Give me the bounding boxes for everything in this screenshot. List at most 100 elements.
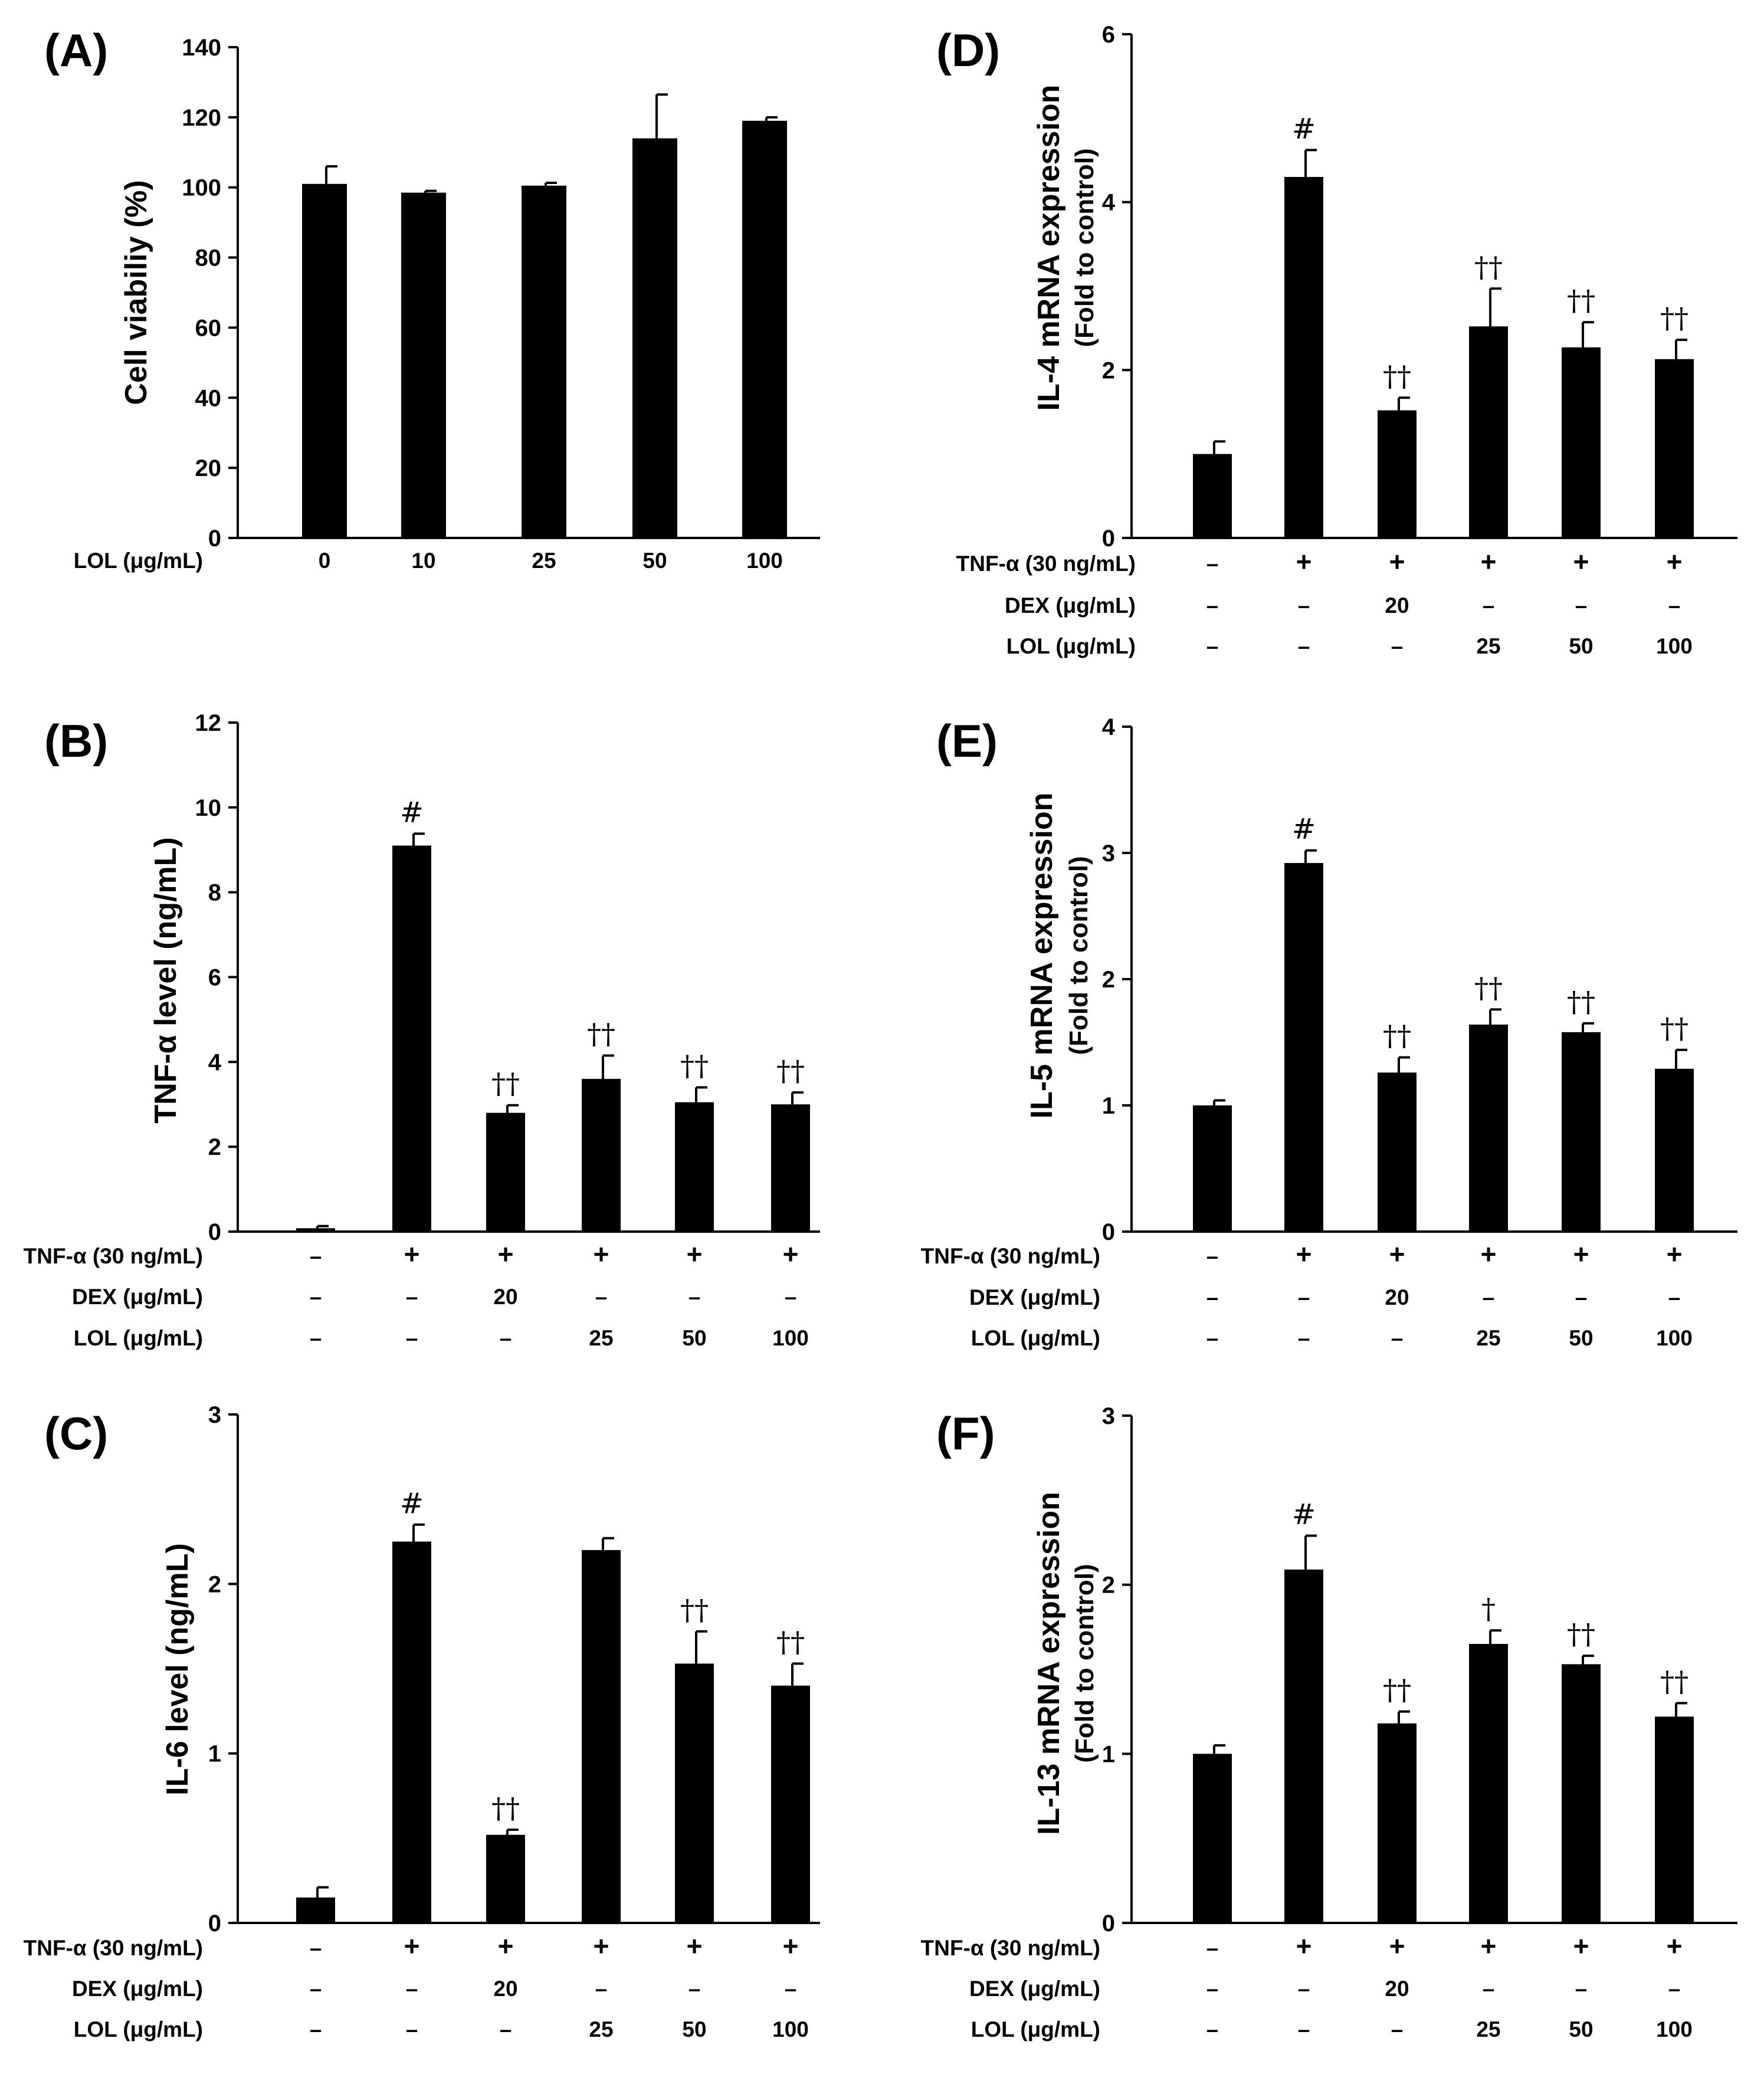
- y-tick-label: 4: [208, 1049, 222, 1075]
- condition-value: –: [1668, 1285, 1681, 1309]
- bar: [1562, 1032, 1601, 1232]
- panel-d: (D) 0 2 4 6 IL-4 mRNA expression (Fold to cont…: [936, 22, 1737, 658]
- condition-value: –: [688, 1285, 701, 1309]
- significance-mark: #: [1292, 112, 1316, 145]
- y-tick-label: 2: [208, 1134, 221, 1160]
- bar: [771, 1104, 810, 1232]
- condition-value: +: [1573, 1239, 1589, 1269]
- y-tick-label: 60: [195, 315, 222, 341]
- significance-mark: †: [1481, 1593, 1496, 1626]
- condition-value: 25: [1476, 2017, 1500, 2041]
- condition-value: +: [1389, 546, 1405, 577]
- panel-letter: (F): [936, 1407, 995, 1459]
- condition-value: –: [406, 2017, 418, 2041]
- condition-value: +: [1389, 1239, 1405, 1269]
- condition-value: 100: [772, 2017, 809, 2041]
- significance-mark: ††: [1567, 986, 1595, 1019]
- condition-value: 50: [682, 1326, 706, 1350]
- condition-value: –: [785, 1977, 797, 2001]
- condition-value: –: [1206, 1936, 1219, 1960]
- condition-value: 25: [532, 549, 556, 573]
- bar: [1378, 410, 1417, 538]
- condition-value: +: [687, 1931, 703, 1961]
- condition-value: –: [1483, 593, 1495, 618]
- panel-e: (E) 0 1 2 3 4 IL-5 mRNA expression (Fold to con…: [921, 714, 1737, 1350]
- condition-value: 50: [1569, 1326, 1593, 1350]
- condition-row-label: TNF-α (30 ng/mL): [921, 1936, 1100, 1960]
- condition-row-label: DEX (μg/mL): [72, 1285, 203, 1309]
- y-tick-label: 6: [1102, 22, 1115, 48]
- condition-value: +: [1667, 1931, 1683, 1961]
- condition-value: –: [785, 1285, 797, 1309]
- condition-value: 20: [1385, 1285, 1409, 1309]
- y-tick-label: 0: [1102, 1219, 1115, 1245]
- condition-value: –: [1206, 1244, 1219, 1268]
- bar: [1562, 1664, 1601, 1923]
- significance-mark: ††: [1474, 971, 1503, 1005]
- condition-value: +: [1389, 1931, 1405, 1961]
- condition-value: 50: [682, 2017, 706, 2041]
- y-tick-label: 140: [182, 35, 221, 61]
- bar: [1469, 326, 1508, 538]
- condition-value: –: [1298, 634, 1310, 658]
- y-axis-label: IL-6 level (ng/mL): [160, 1543, 195, 1796]
- condition-value: –: [310, 1936, 322, 1960]
- significance-mark: #: [400, 796, 424, 829]
- condition-value: +: [1296, 1239, 1312, 1269]
- y-tick-label: 1: [1102, 1741, 1115, 1767]
- bar: [1193, 454, 1232, 538]
- y-tick-label: 100: [182, 175, 221, 201]
- condition-value: +: [1481, 1239, 1497, 1269]
- bar: [1193, 1105, 1232, 1232]
- condition-value: –: [1206, 1326, 1219, 1350]
- condition-value: –: [595, 1285, 608, 1309]
- condition-value: +: [404, 1239, 420, 1269]
- y-tick-label: 1: [208, 1741, 221, 1767]
- condition-value: –: [1206, 2017, 1219, 2041]
- bar: [1655, 359, 1694, 538]
- condition-value: –: [1298, 2017, 1310, 2041]
- condition-value: 10: [411, 549, 435, 573]
- y-tick-label: 0: [1102, 526, 1115, 552]
- condition-value: –: [310, 1977, 322, 2001]
- bar: [1284, 1569, 1323, 1923]
- y-tick-label: 20: [195, 455, 222, 481]
- bar: [392, 1541, 431, 1923]
- y-tick-label: 3: [1102, 1403, 1115, 1429]
- condition-value: 20: [1385, 593, 1409, 618]
- condition-row-label: LOL (μg/mL): [971, 2017, 1100, 2041]
- bar: [1284, 863, 1323, 1232]
- y-tick-label: 12: [195, 710, 222, 736]
- condition-value: –: [310, 1285, 322, 1309]
- condition-value: –: [1668, 1977, 1681, 2001]
- y-tick-label: 0: [208, 1219, 221, 1245]
- condition-value: –: [1298, 1326, 1310, 1350]
- condition-value: 0: [319, 549, 331, 573]
- bar: [675, 1663, 714, 1923]
- significance-mark: ††: [1660, 1665, 1688, 1698]
- condition-value: –: [1391, 634, 1404, 658]
- condition-value: 100: [772, 1326, 809, 1350]
- bar: [1284, 176, 1323, 538]
- bar: [302, 183, 347, 538]
- y-tick-label: 4: [1102, 714, 1116, 740]
- panel-c: (C) 0 1 2 3 IL-6 level (ng/mL) # †† †† †† TNF-α (3…: [24, 1402, 820, 2041]
- y-tick-label: 40: [195, 385, 222, 411]
- condition-value: 20: [1385, 1977, 1409, 2001]
- y-axis-sublabel: (Fold to control): [1064, 856, 1093, 1055]
- condition-value: –: [1575, 1285, 1588, 1309]
- condition-row-label: LOL (μg/mL): [74, 1326, 203, 1350]
- y-axis-label: IL-13 mRNA expression: [1032, 1492, 1066, 1835]
- condition-row-label: TNF-α (30 ng/mL): [956, 552, 1136, 576]
- condition-row-label: LOL (μg/mL): [74, 2017, 203, 2041]
- condition-value: +: [594, 1931, 609, 1961]
- condition-value: 50: [1569, 2017, 1593, 2041]
- condition-value: +: [687, 1239, 703, 1269]
- panel-letter: (B): [44, 715, 108, 767]
- condition-value: 50: [1569, 634, 1593, 658]
- bar: [632, 138, 677, 538]
- condition-row-label: DEX (μg/mL): [1005, 593, 1136, 618]
- condition-row-label: TNF-α (30 ng/mL): [921, 1244, 1100, 1268]
- y-tick-label: 1: [1102, 1093, 1115, 1119]
